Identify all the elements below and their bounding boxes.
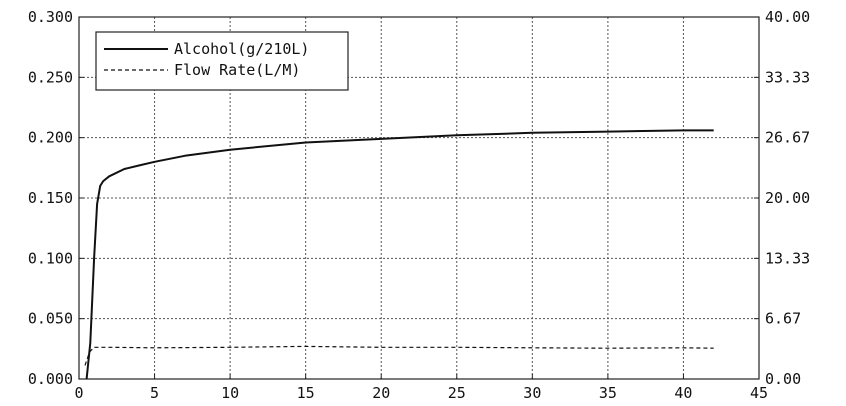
x-tick-label: 5 [150, 384, 159, 402]
x-tick-label: 25 [448, 384, 466, 402]
y-tick-label: 0.050 [28, 310, 73, 328]
series-lines [84, 129, 714, 380]
left-axis-tick-labels: 0.000 0.050 0.100 0.150 0.200 0.250 0.300 [28, 8, 73, 388]
y-tick-label: 0.000 [28, 370, 73, 388]
x-tick-label: 30 [523, 384, 541, 402]
y-tick-label: 0.300 [28, 8, 73, 26]
y2-tick-label: 20.00 [765, 189, 810, 207]
y-tick-label: 0.150 [28, 189, 73, 207]
y-tick-label: 0.200 [28, 129, 73, 147]
legend-label-alcohol: Alcohol(g/210L) [174, 40, 309, 58]
x-tick-label: 10 [221, 384, 239, 402]
series-line-flow-rate [84, 345, 714, 366]
legend-label-flow-rate: Flow Rate(L/M) [174, 61, 300, 79]
x-tick-label: 20 [372, 384, 390, 402]
y2-tick-label: 40.00 [765, 8, 810, 26]
y2-tick-label: 13.33 [765, 249, 810, 267]
right-axis-tick-labels: 0.00 6.67 13.33 20.00 26.67 33.33 40.00 [765, 8, 810, 388]
x-tick-label: 35 [599, 384, 617, 402]
series-line-alcohol [85, 129, 714, 380]
x-axis-tick-labels: 0 5 10 15 20 25 30 35 40 45 [74, 384, 768, 402]
y2-tick-label: 6.67 [765, 310, 801, 328]
plot-frame [78, 16, 760, 380]
legend: Alcohol(g/210L) Flow Rate(L/M) [95, 31, 349, 91]
y2-tick-label: 26.67 [765, 129, 810, 147]
y-tick-label: 0.100 [28, 249, 73, 267]
x-tick-label: 45 [750, 384, 768, 402]
y2-tick-label: 0.00 [765, 370, 801, 388]
x-tick-label: 0 [74, 384, 83, 402]
y-tick-label: 0.250 [28, 68, 73, 86]
x-tick-label: 15 [297, 384, 315, 402]
x-tick-label: 40 [674, 384, 692, 402]
y2-tick-label: 33.33 [765, 68, 810, 86]
legend-box [95, 31, 349, 91]
